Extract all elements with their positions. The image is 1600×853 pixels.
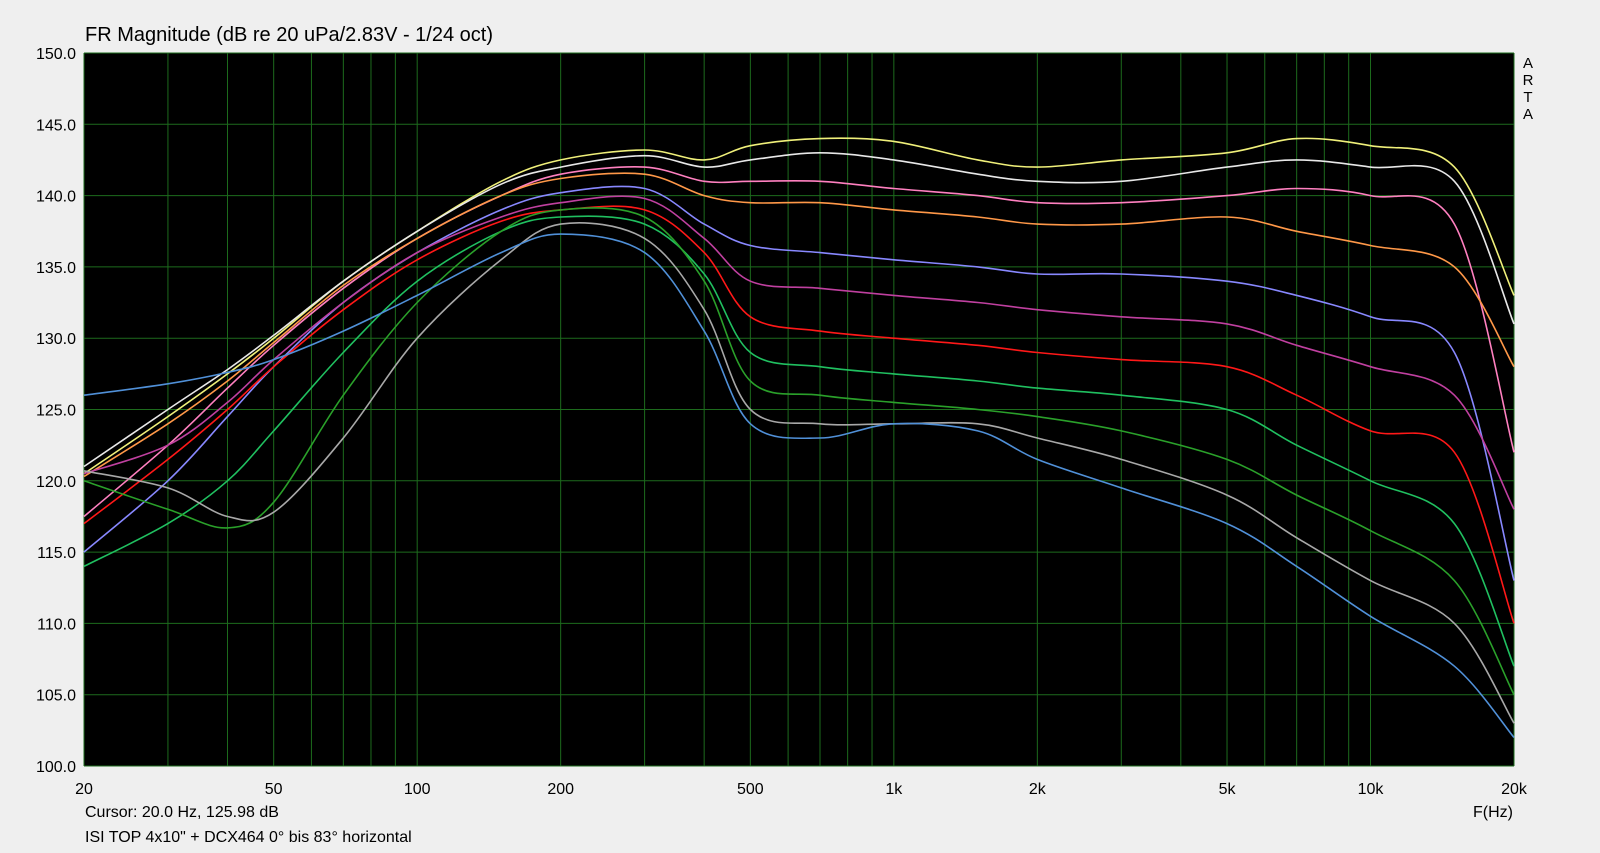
series-line-4	[83, 172, 1515, 478]
y-tick-label: 110.0	[37, 616, 76, 633]
measurement-caption: ISI TOP 4x10" + DCX464 0° bis 83° horizo…	[85, 829, 412, 846]
x-tick-label: 1k	[885, 781, 903, 798]
brand-letter: A	[1522, 55, 1533, 72]
brand-letter: R	[1522, 72, 1534, 89]
x-tick-label: 50	[265, 781, 283, 798]
brand-letter: T	[1523, 89, 1533, 106]
series-line-10	[83, 222, 1515, 724]
x-tick-label: 100	[404, 781, 431, 798]
series-line-1	[83, 137, 1515, 475]
x-tick-label: 10k	[1358, 781, 1385, 798]
x-axis-label: F(Hz)	[1473, 804, 1513, 821]
x-tick-label: 20	[75, 781, 93, 798]
series-line-7	[83, 205, 1515, 624]
x-tick-label: 5k	[1219, 781, 1237, 798]
y-tick-label: 135.0	[36, 260, 76, 277]
series-line-5	[83, 185, 1515, 581]
y-tick-label: 145.0	[36, 117, 76, 134]
y-tick-label: 115.0	[37, 545, 76, 562]
y-tick-label: 105.0	[36, 688, 76, 705]
y-tick-label: 150.0	[36, 46, 76, 63]
y-tick-label: 100.0	[36, 759, 76, 776]
x-tick-label: 20k	[1501, 781, 1528, 798]
series-line-3	[83, 166, 1515, 518]
x-tick-label: 500	[737, 781, 764, 798]
y-tick-label: 125.0	[36, 403, 76, 420]
y-tick-label: 140.0	[36, 189, 76, 206]
series-line-2	[83, 151, 1515, 468]
series-line-11	[83, 233, 1515, 739]
chart-title: FR Magnitude (dB re 20 uPa/2.83V - 1/24 …	[85, 24, 493, 46]
series-line-8	[83, 215, 1515, 667]
series-line-9	[83, 207, 1515, 696]
brand-letter: A	[1522, 106, 1533, 123]
cursor-readout: Cursor: 20.0 Hz, 125.98 dB	[85, 804, 279, 821]
y-tick-label: 120.0	[36, 474, 76, 491]
x-tick-label: 2k	[1029, 781, 1047, 798]
x-tick-label: 200	[547, 781, 574, 798]
y-tick-label: 130.0	[36, 331, 76, 348]
series-line-6	[83, 195, 1515, 510]
